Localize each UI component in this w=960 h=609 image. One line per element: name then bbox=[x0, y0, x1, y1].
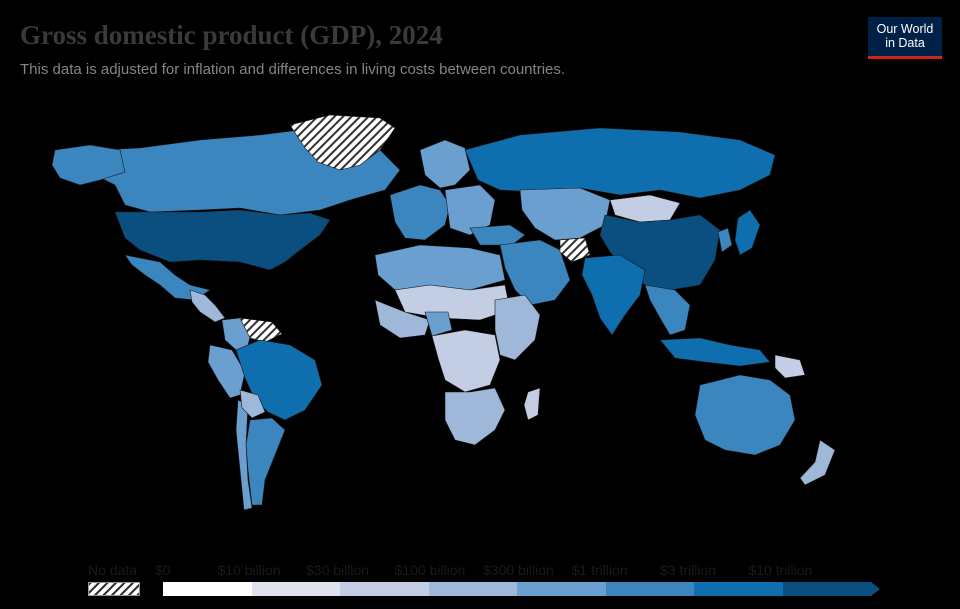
region-greenland[interactable] bbox=[289, 114, 396, 171]
region-peru[interactable] bbox=[207, 344, 246, 399]
region-australia[interactable] bbox=[694, 374, 796, 456]
region-madagascar[interactable] bbox=[523, 387, 541, 421]
region-india[interactable] bbox=[581, 254, 646, 336]
region-kazakhstan-central-asia[interactable] bbox=[519, 187, 611, 241]
region-alaska-usa[interactable] bbox=[51, 144, 126, 186]
region-north-africa[interactable] bbox=[374, 244, 506, 291]
legend-bin-swatch[interactable] bbox=[694, 582, 783, 596]
region-east-africa[interactable] bbox=[494, 294, 541, 361]
legend-label: $10 billion bbox=[217, 562, 281, 578]
region-russia[interactable] bbox=[464, 127, 776, 199]
region-venezuela[interactable] bbox=[239, 317, 283, 343]
region-usa[interactable] bbox=[114, 209, 331, 271]
region-bolivia[interactable] bbox=[239, 389, 266, 419]
region-western-europe[interactable] bbox=[389, 184, 451, 241]
legend-label: $1 trillion bbox=[571, 562, 628, 578]
legend-arrow bbox=[871, 582, 880, 596]
region-central-africa[interactable] bbox=[431, 329, 501, 393]
region-chile[interactable] bbox=[235, 399, 253, 511]
legend-label: $0 bbox=[155, 562, 171, 578]
legend-bin-swatch[interactable] bbox=[605, 582, 694, 596]
legend-bin-swatch[interactable] bbox=[428, 582, 517, 596]
region-southern-africa[interactable] bbox=[444, 387, 506, 446]
region-indonesia[interactable] bbox=[659, 337, 771, 367]
legend-bin-swatch[interactable] bbox=[163, 582, 252, 596]
region-papua-new-guinea[interactable] bbox=[774, 354, 806, 379]
legend-bin-swatch[interactable] bbox=[517, 582, 606, 596]
legend-label: $100 billion bbox=[394, 562, 466, 578]
region-middle-east[interactable] bbox=[499, 239, 571, 306]
region-southeast-asia[interactable] bbox=[644, 284, 691, 336]
owid-logo[interactable]: Our World in Data bbox=[868, 17, 942, 59]
legend-bin-swatch[interactable] bbox=[251, 582, 340, 596]
legend-label: $10 trillion bbox=[748, 562, 813, 578]
page-subtitle: This data is adjusted for inflation and … bbox=[20, 61, 566, 78]
legend-bin-swatch[interactable] bbox=[782, 582, 871, 596]
region-turkey[interactable] bbox=[469, 224, 526, 246]
region-west-africa[interactable] bbox=[374, 299, 431, 339]
page-title: Gross domestic product (GDP), 2024 bbox=[20, 20, 443, 50]
region-central-america[interactable] bbox=[189, 289, 226, 323]
legend-label: $30 billion bbox=[306, 562, 370, 578]
logo-line-1: Our World bbox=[876, 22, 934, 36]
legend-no-data-swatch bbox=[88, 582, 140, 596]
region-afghanistan[interactable] bbox=[559, 237, 591, 263]
legend-bin-swatch[interactable] bbox=[340, 582, 429, 596]
logo-line-2: in Data bbox=[885, 36, 925, 50]
region-eastern-europe[interactable] bbox=[444, 184, 496, 236]
region-new-zealand[interactable] bbox=[799, 439, 836, 486]
legend-no-data-label: No data bbox=[88, 562, 138, 578]
region-argentina[interactable] bbox=[245, 417, 286, 506]
region-nigeria[interactable] bbox=[424, 311, 453, 337]
region-japan[interactable] bbox=[734, 209, 761, 256]
region-scandinavia[interactable] bbox=[419, 139, 471, 189]
world-map[interactable] bbox=[0, 95, 960, 535]
region-korea[interactable] bbox=[717, 227, 733, 253]
legend-label: $3 trillion bbox=[660, 562, 717, 578]
legend-label: $300 billion bbox=[483, 562, 554, 578]
